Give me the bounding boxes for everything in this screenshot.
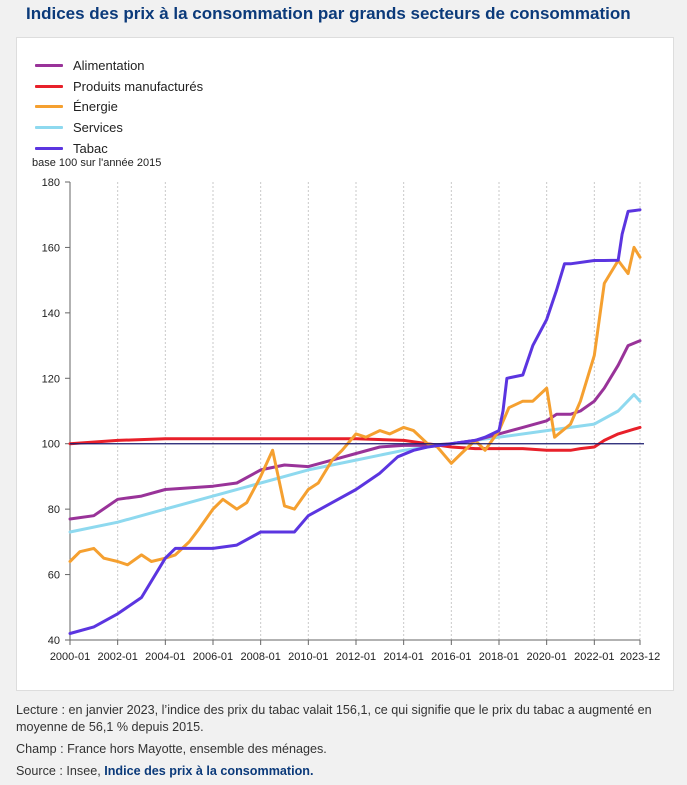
legend: Alimentation Produits manufacturés Énergie… — [35, 55, 203, 159]
x-tick-label: 2006-01 — [193, 651, 233, 663]
legend-label: Services — [73, 120, 123, 136]
x-tick-label: 2020-01 — [526, 651, 566, 663]
tick-labels: 2000-01 2002-01 2004-01 2006-01 2008-01 2010-… — [42, 177, 661, 663]
legend-item[interactable]: Produits manufacturés — [35, 76, 203, 97]
legend-label: Alimentation — [73, 57, 145, 73]
y-tick-label: 180 — [42, 177, 60, 189]
legend-swatch — [35, 84, 63, 88]
series-line-alimentation — [68, 339, 642, 521]
legend-swatch — [35, 105, 63, 109]
axes — [65, 181, 641, 645]
legend-swatch — [35, 126, 63, 130]
x-tick-label: 2000-01 — [50, 651, 90, 663]
legend-swatch — [35, 147, 63, 151]
y-tick-label: 40 — [48, 635, 60, 647]
y-tick-label: 160 — [42, 242, 60, 254]
x-tick-label: 2022-01 — [574, 651, 614, 663]
series-line-services — [68, 393, 642, 534]
y-tick-label: 80 — [48, 504, 60, 516]
y-tick-label: 100 — [42, 439, 60, 451]
x-tick-label: 2016-01 — [431, 651, 471, 663]
legend-item[interactable]: Alimentation — [35, 55, 203, 76]
legend-label: Tabac — [73, 141, 108, 157]
x-tick-label: 2018-01 — [479, 651, 519, 663]
x-tick-label: 2004-01 — [145, 651, 185, 663]
series-line-tabac — [68, 208, 642, 635]
legend-item[interactable]: Tabac — [35, 138, 203, 159]
chart-title: Indices des prix à la consommation par g… — [26, 4, 631, 23]
x-tick-label: 2010-01 — [288, 651, 328, 663]
scope-note: Champ : France hors Mayotte, ensemble de… — [16, 742, 327, 756]
x-tick-label: 2023-12 — [620, 651, 660, 663]
line-chart: 2000-01 2002-01 2004-01 2006-01 2008-01 2010-… — [42, 177, 661, 663]
source-note: Source : Insee, Indice des prix à la con… — [16, 763, 656, 780]
y-tick-label: 140 — [42, 308, 60, 320]
legend-item[interactable]: Services — [35, 117, 203, 138]
series-lines — [68, 208, 644, 635]
y-tick-label: 60 — [48, 570, 60, 582]
y-axis-unit-label: base 100 sur l'année 2015 — [32, 157, 162, 169]
reading-note: Lecture : en janvier 2023, l’indice des … — [16, 703, 652, 734]
legend-label: Énergie — [73, 99, 118, 115]
legend-swatch — [35, 63, 63, 67]
x-tick-label: 2012-01 — [336, 651, 376, 663]
source-prefix: Source : Insee, — [16, 764, 105, 778]
chart-panel — [16, 37, 674, 691]
x-tick-label: 2014-01 — [383, 651, 423, 663]
chart-notes: Lecture : en janvier 2023, l’indice des … — [16, 702, 656, 785]
legend-item[interactable]: Énergie — [35, 97, 203, 118]
x-tick-label: 2008-01 — [240, 651, 280, 663]
y-tick-label: 120 — [42, 373, 60, 385]
legend-label: Produits manufacturés — [73, 78, 204, 94]
source-link[interactable]: Indice des prix à la consommation. — [104, 764, 314, 778]
grid-lines — [69, 182, 641, 640]
series-line-produits-manufactur-s — [68, 425, 642, 452]
x-tick-label: 2002-01 — [97, 651, 137, 663]
